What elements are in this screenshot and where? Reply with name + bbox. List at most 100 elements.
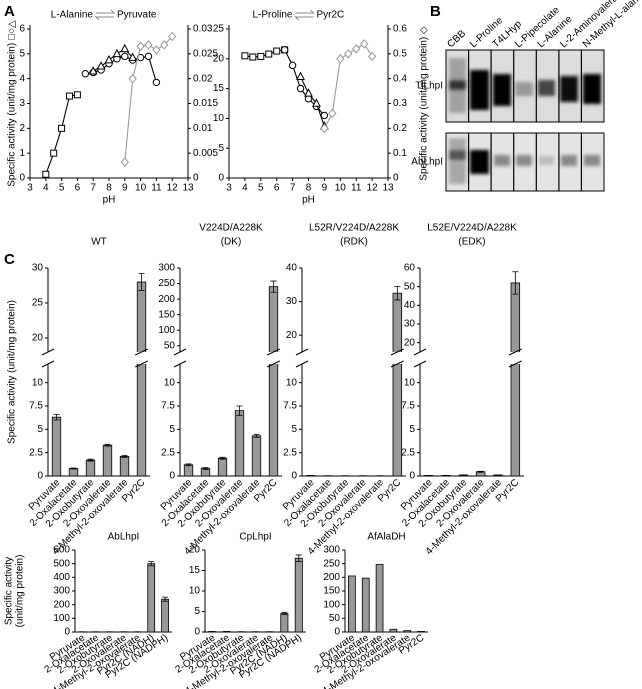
marker (120, 157, 129, 167)
y-tick-label: 30 (404, 319, 416, 330)
marker (144, 52, 153, 61)
chart-title: AfAlaDH (367, 532, 405, 543)
reaction-from: L-Proline (252, 10, 292, 21)
marker (73, 91, 81, 99)
y-tick-label: 10 (164, 377, 176, 388)
bar (234, 410, 245, 477)
y-axis-label: (unit/mg protein) (15, 555, 26, 628)
y2-tick-label: 0.3 (393, 98, 407, 109)
y2-tick-label: 0.6 (393, 24, 407, 35)
panel-label: B (430, 3, 441, 20)
y-axis-label: Specific activity (unit/mg protein) (7, 300, 18, 444)
y-tick-label: 20 (189, 545, 201, 556)
axis-break-mark (413, 348, 427, 368)
axis-break-mark (508, 348, 522, 368)
x-tick-label: 8 (106, 183, 112, 194)
x-tick-label: 12 (367, 183, 379, 194)
error-bar (53, 414, 60, 421)
bar (294, 557, 303, 633)
y-tick-label: 0 (194, 627, 200, 638)
axis-break-mark (173, 348, 187, 368)
marker (352, 44, 361, 54)
y-tick-label: 5 (194, 606, 200, 617)
y2-tick-label: 0.5 (393, 48, 407, 59)
marker (120, 43, 130, 53)
y-tick-label: 15 (189, 565, 201, 576)
y-tick-label: 500 (53, 558, 70, 569)
y-tick-label: 30 (32, 263, 44, 274)
marker (81, 70, 90, 78)
bar (102, 444, 113, 477)
marker (249, 53, 257, 61)
marker (50, 149, 58, 157)
x-tick-label: 3 (27, 183, 33, 194)
marker (152, 45, 161, 55)
y-tick-label: 300 (53, 586, 70, 597)
y-tick-label: 2.5 (283, 447, 297, 458)
y-tick-label: 250 (158, 278, 175, 289)
x-tick-label: 5 (59, 183, 65, 194)
y-tick-label: 0 (334, 627, 340, 638)
panel-label: C (4, 251, 15, 268)
y2-tick-label: 0.03 (193, 24, 213, 35)
error-bar (185, 463, 192, 467)
y-tick-label: 15 (213, 83, 225, 94)
x-tick-label: 6 (75, 183, 81, 194)
marker (58, 124, 66, 132)
marker (336, 54, 345, 64)
chart-title: L52R/V224D/A228K (309, 223, 399, 234)
error-bar (295, 554, 302, 562)
y-tick-label: 5 (291, 424, 297, 435)
marker (121, 52, 129, 61)
x-tick-label: 3 (226, 183, 232, 194)
bar (136, 281, 147, 477)
error-bar (236, 405, 243, 416)
axis-break (267, 352, 280, 364)
y2-tick-label: 0 (393, 173, 399, 184)
y-tick-label: 30 (286, 296, 298, 307)
x-tick-label: 4 (242, 183, 248, 194)
y-tick-label: 50 (329, 613, 341, 624)
y-tick-label: 20 (213, 53, 225, 64)
marker (88, 66, 98, 75)
y-tick-label: 300 (323, 545, 340, 556)
chart-subtitle: (DK) (221, 237, 242, 248)
y-tick-label: 2.5 (29, 447, 43, 458)
x-tick-label: 9 (322, 183, 328, 194)
y-tick-label: 0 (19, 173, 25, 184)
bar (510, 282, 521, 477)
y-tick-label: 250 (323, 558, 340, 569)
error-bar (253, 434, 260, 438)
marker (328, 108, 337, 119)
bar (403, 630, 412, 633)
x-tick-label: 4 (43, 183, 49, 194)
x-tick-label: 5 (258, 183, 264, 194)
y-tick-label: 7.5 (161, 401, 175, 412)
x-tick-label: 9 (122, 183, 128, 194)
x-tick-label: 11 (351, 183, 362, 194)
chart-title: V224D/A228K (199, 223, 263, 234)
y-tick-label: 10 (286, 377, 298, 388)
y-tick-label: 0 (291, 471, 297, 482)
marker (359, 39, 369, 49)
x-axis-label: pH (302, 195, 315, 206)
x-tick-label: 10 (135, 183, 147, 194)
x-tick-label: 10 (335, 183, 347, 194)
y-tick-label: 2.5 (161, 447, 175, 458)
y-tick-label: 5 (169, 424, 175, 435)
y-tick-label: 0 (64, 627, 70, 638)
y-tick-label: 200 (158, 294, 175, 305)
marker (168, 31, 177, 42)
marker (288, 61, 297, 70)
y-tick-label: 25 (32, 298, 44, 309)
y-tick-label: 20 (32, 333, 44, 344)
y-axis-label: Specific activity (unit/mg protein) □○△ (7, 20, 18, 187)
bar (389, 628, 398, 633)
axis-break (174, 352, 186, 364)
y-tick-label: 0 (37, 471, 43, 482)
y-tick-label: 40 (286, 263, 298, 274)
y-tick-label: 2.5 (401, 447, 415, 458)
reaction-from: L-Alanine (51, 10, 94, 21)
marker (265, 50, 273, 58)
axis-break (296, 352, 308, 364)
